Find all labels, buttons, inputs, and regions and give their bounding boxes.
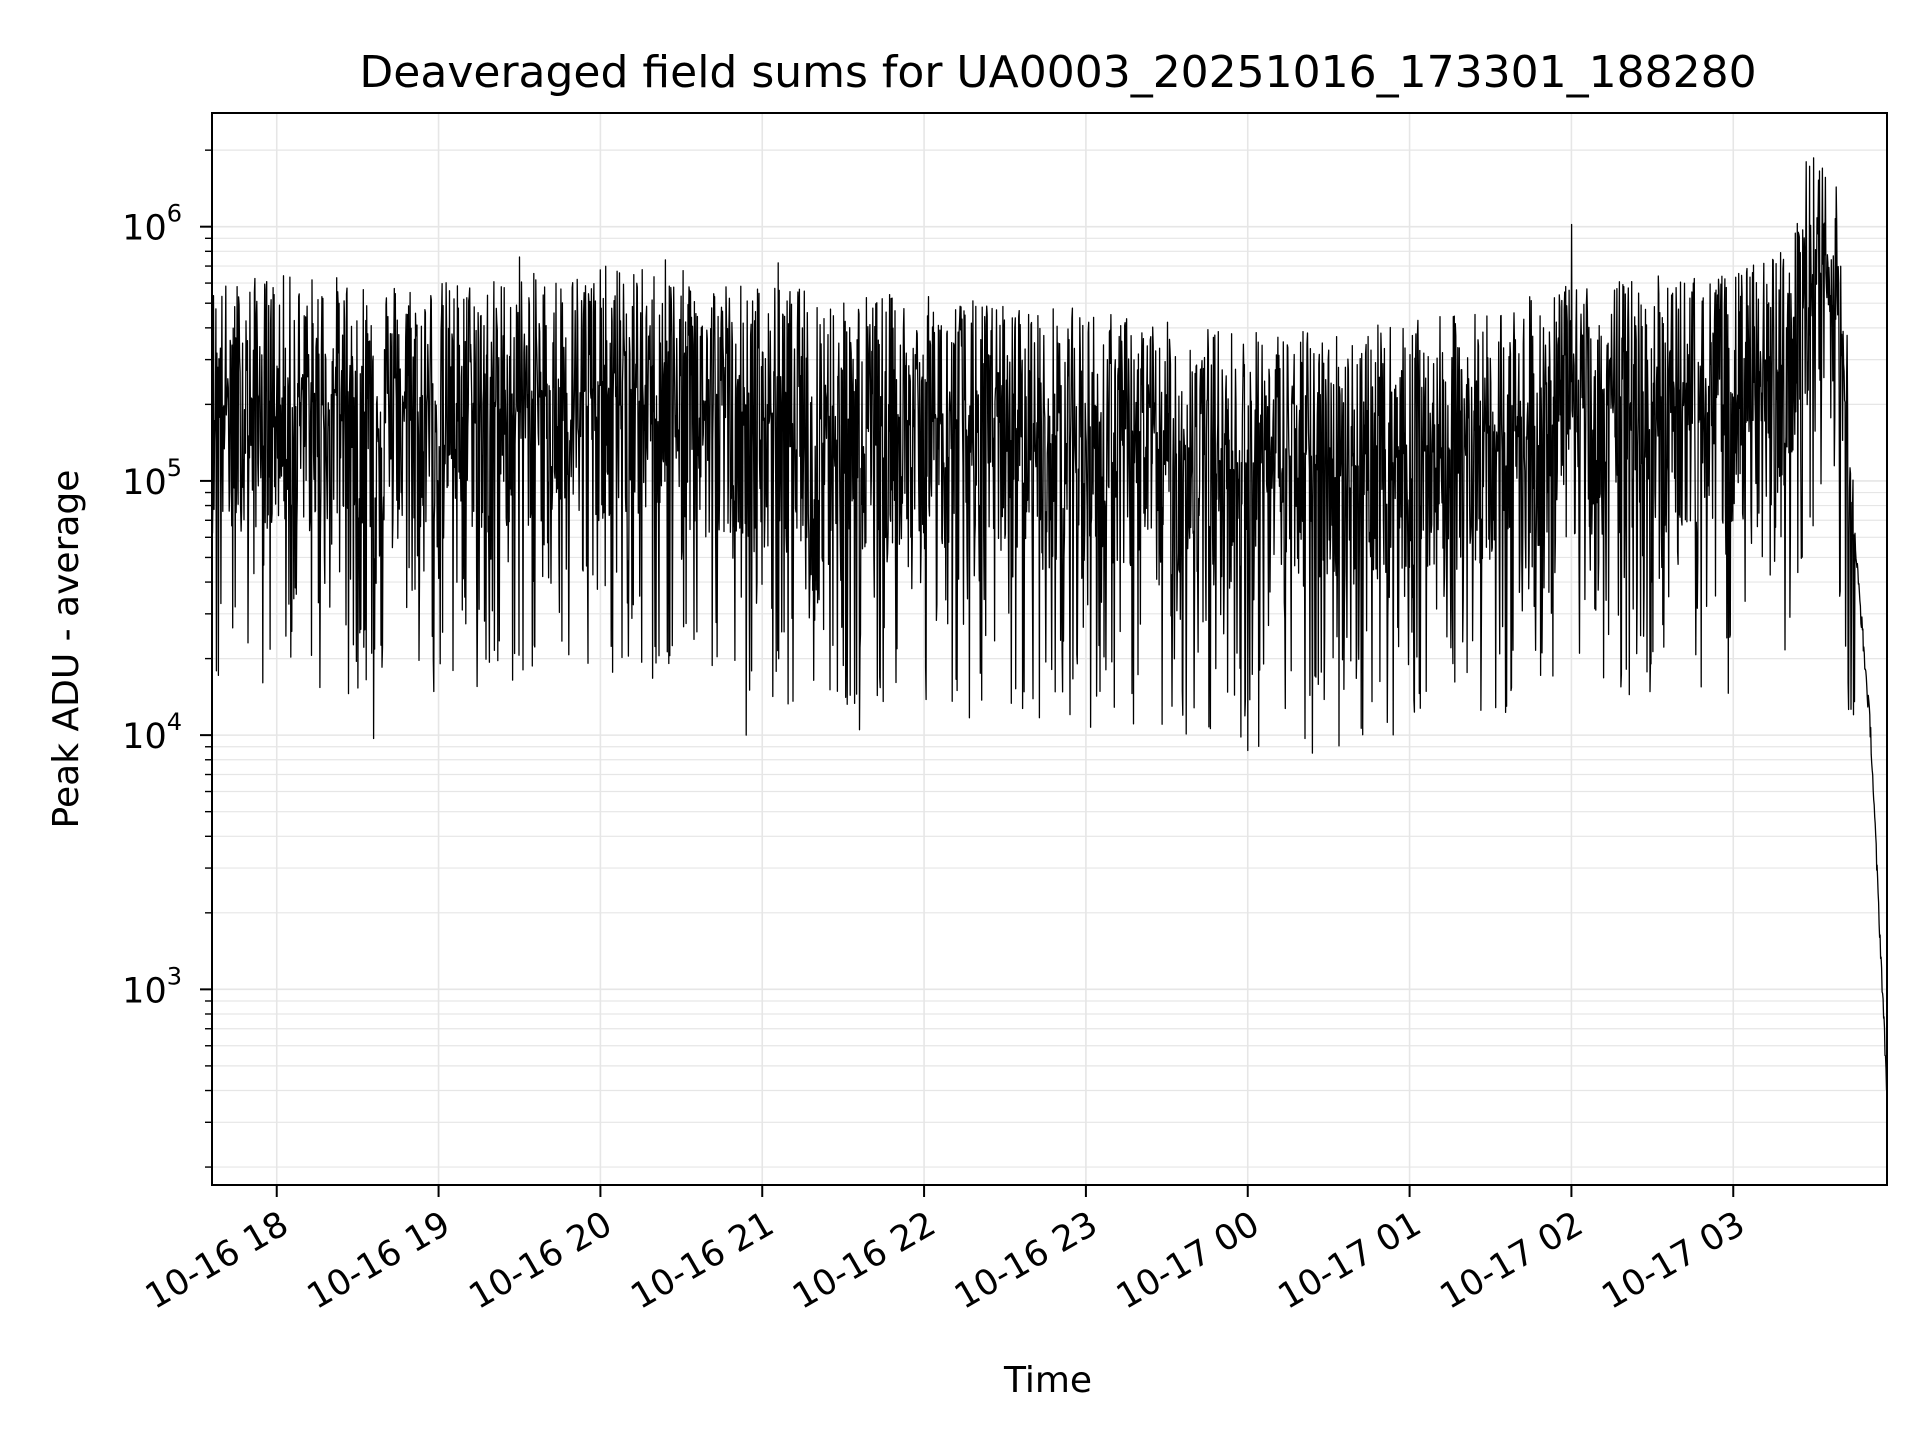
chart-title: Deaveraged field sums for UA0003_2025101… [359,47,1756,98]
series-line-field-sums [211,157,1888,1091]
x-axis-label: Time [1003,1360,1092,1401]
y-tick-label: 105 [122,454,182,503]
plot-frame [211,112,1888,1186]
y-axis-label: Peak ADU - average [46,470,87,829]
y-tick-label: 103 [122,962,182,1011]
y-tick-label: 104 [122,708,182,757]
y-axis-ticks: 103 104 105 106 [122,149,212,1168]
y-tick-label: 106 [122,200,182,249]
